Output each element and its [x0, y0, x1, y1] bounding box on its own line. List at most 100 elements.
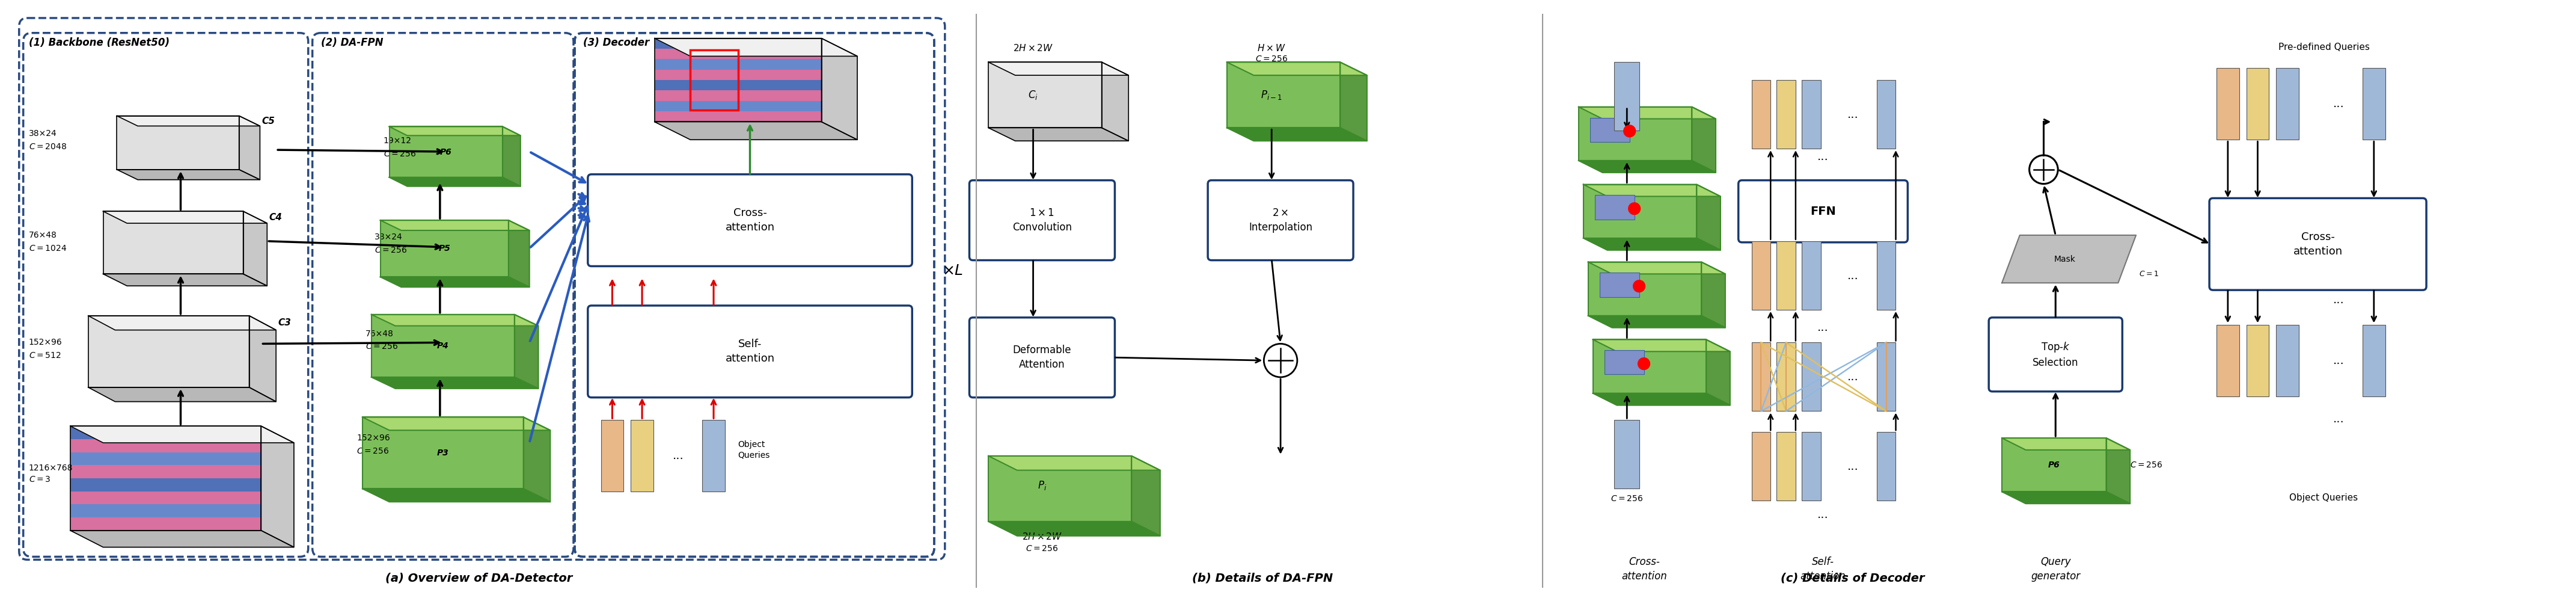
Text: (2) DA-FPN: (2) DA-FPN [322, 37, 384, 48]
Polygon shape [260, 426, 294, 547]
Polygon shape [1579, 160, 1716, 172]
Polygon shape [2002, 235, 2136, 283]
Text: 76×48: 76×48 [28, 231, 57, 239]
Text: (1) Backbone (ResNet50): (1) Backbone (ResNet50) [28, 37, 170, 48]
Bar [116, 116, 240, 169]
Text: ...: ... [2334, 294, 2344, 305]
Bar [70, 478, 260, 492]
FancyBboxPatch shape [1208, 180, 1352, 260]
Text: $1\times1$
Convolution: $1\times1$ Convolution [1012, 208, 1072, 233]
Bar [1777, 241, 1795, 310]
Text: Self-
attention: Self- attention [726, 339, 775, 364]
Bar [654, 59, 822, 70]
Text: $C = 2048$: $C = 2048$ [28, 142, 67, 151]
Bar [1752, 343, 1770, 411]
Bar [1777, 432, 1795, 501]
Bar [70, 492, 260, 504]
Polygon shape [242, 212, 268, 286]
Circle shape [1638, 358, 1649, 370]
Bar [363, 417, 523, 489]
FancyBboxPatch shape [587, 305, 912, 397]
Bar [1226, 62, 1340, 128]
Text: P4: P4 [438, 341, 448, 350]
Text: $C = 256$: $C = 256$ [366, 343, 399, 351]
Bar [1878, 343, 1896, 411]
Polygon shape [1340, 62, 1368, 141]
Text: ...: ... [1819, 151, 1829, 162]
Polygon shape [240, 116, 260, 180]
Polygon shape [250, 316, 276, 401]
Text: $2\times$
Interpolation: $2\times$ Interpolation [1249, 208, 1311, 233]
Bar [2246, 325, 2269, 396]
Text: 38×24: 38×24 [374, 233, 402, 241]
Bar [70, 452, 260, 465]
Text: (3) Decoder: (3) Decoder [582, 37, 649, 48]
Bar [1801, 343, 1821, 411]
Text: ...: ... [2334, 413, 2344, 425]
Polygon shape [1584, 185, 1721, 197]
Text: Object
Queries: Object Queries [739, 441, 770, 459]
Bar [2362, 68, 2385, 139]
Text: $2H\times2W$: $2H\times2W$ [1023, 532, 1061, 542]
Bar [1615, 420, 1638, 489]
Bar [1600, 273, 1638, 297]
Polygon shape [989, 522, 1159, 536]
Text: Cross-
attention: Cross- attention [1620, 557, 1667, 582]
FancyBboxPatch shape [1739, 180, 1909, 242]
Bar [654, 111, 822, 122]
Text: C5: C5 [263, 117, 276, 126]
Bar [2246, 68, 2269, 139]
FancyBboxPatch shape [2210, 198, 2427, 290]
Bar [70, 465, 260, 478]
Text: $\times L$: $\times L$ [943, 264, 963, 278]
Bar [600, 420, 623, 492]
Text: ...: ... [672, 450, 685, 462]
Bar [1589, 262, 1700, 316]
Text: P3: P3 [438, 449, 448, 457]
Bar [1592, 340, 1705, 393]
Text: $C = 256$: $C = 256$ [2130, 460, 2164, 469]
FancyBboxPatch shape [969, 180, 1115, 260]
Text: ...: ... [1847, 461, 1857, 472]
Polygon shape [1584, 238, 1721, 250]
Polygon shape [1103, 62, 1128, 141]
Text: C4: C4 [268, 213, 281, 222]
Bar [1801, 241, 1821, 310]
Text: (a) Overview of DA-Detector: (a) Overview of DA-Detector [386, 573, 572, 584]
Text: $C = 1$: $C = 1$ [2138, 270, 2159, 278]
Bar [1801, 432, 1821, 501]
Text: Self-
attention: Self- attention [1801, 557, 1847, 582]
Bar [1878, 241, 1896, 310]
Text: Object Queries: Object Queries [2290, 493, 2357, 502]
Text: Cross-
attention: Cross- attention [2293, 231, 2342, 257]
Polygon shape [1698, 185, 1721, 250]
Polygon shape [116, 116, 260, 126]
Text: $C = 1024$: $C = 1024$ [28, 244, 67, 252]
Text: Top-$k$
Selection: Top-$k$ Selection [2032, 341, 2079, 368]
Bar [1589, 118, 1631, 142]
Text: $C_i$: $C_i$ [1028, 89, 1038, 101]
Polygon shape [103, 274, 268, 286]
Polygon shape [1592, 393, 1731, 405]
Bar [1579, 107, 1692, 160]
Polygon shape [822, 38, 858, 139]
Circle shape [1623, 125, 1636, 137]
Bar [103, 212, 242, 274]
Text: $C = 256$: $C = 256$ [384, 150, 415, 158]
Bar [88, 316, 250, 387]
Polygon shape [2002, 492, 2130, 504]
Text: $P_{i-1}$: $P_{i-1}$ [1260, 89, 1283, 101]
Polygon shape [381, 277, 531, 287]
Text: $P_i$: $P_i$ [1038, 480, 1046, 492]
Polygon shape [507, 220, 531, 287]
Bar [1605, 350, 1643, 374]
Polygon shape [1131, 456, 1159, 536]
Polygon shape [2002, 438, 2130, 450]
Bar [1752, 241, 1770, 310]
Text: $C = 256$: $C = 256$ [1610, 495, 1643, 503]
Bar [1777, 80, 1795, 148]
FancyBboxPatch shape [1989, 317, 2123, 391]
Text: P6: P6 [2048, 460, 2061, 469]
Bar [654, 91, 822, 101]
Polygon shape [2107, 438, 2130, 504]
